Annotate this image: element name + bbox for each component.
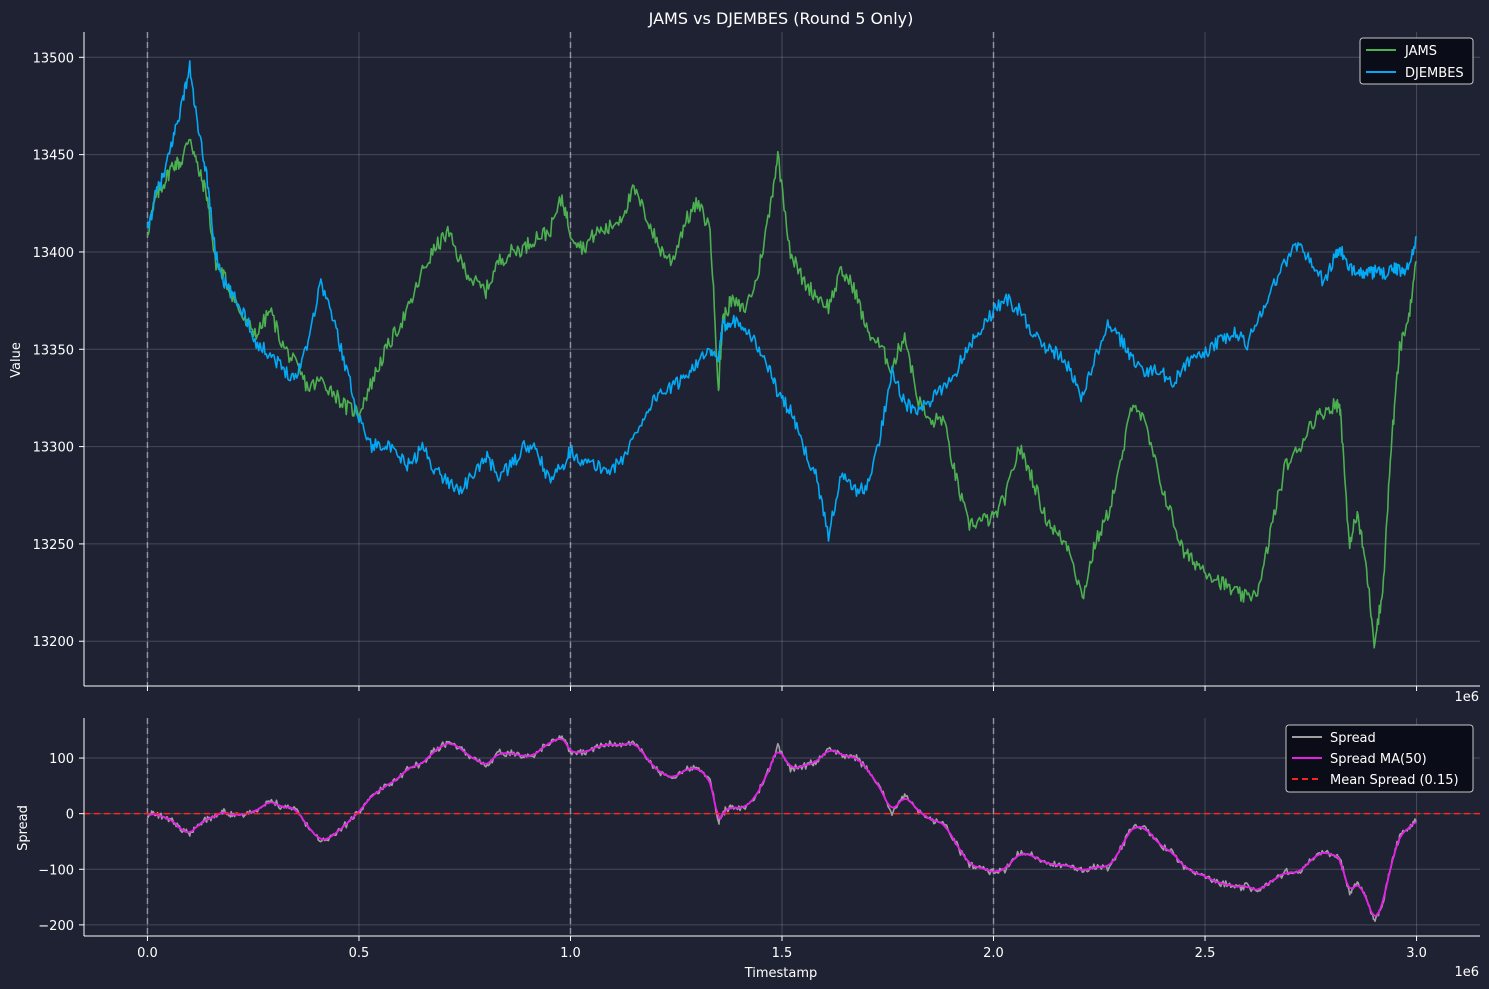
spread-x-label: Timestamp: [744, 966, 818, 981]
y-tick-label: 13250: [33, 538, 74, 553]
x-tick-label: 3.0: [1406, 946, 1427, 961]
legend-label-spread-ma: Spread MA(50): [1330, 752, 1427, 767]
legend-label-djembes: DJEMBES: [1405, 66, 1464, 81]
price-round-markers: [146, 32, 995, 686]
spread-x-offset: 1e6: [1454, 965, 1479, 980]
price-grid: [84, 32, 1480, 686]
price-y-label: Value: [9, 342, 24, 378]
x-tick-label: 0.0: [137, 946, 158, 961]
y-tick-label: 13450: [33, 149, 74, 164]
y-tick-label: −200: [38, 919, 74, 934]
price-x-offset: 1e6: [1454, 690, 1479, 705]
x-tick-label: 0.5: [349, 946, 370, 961]
price-legend: JAMS DJEMBES: [1359, 37, 1474, 85]
spread-series: [146, 735, 1418, 922]
series-line-jams: [146, 138, 1417, 649]
x-tick-label: 2.5: [1195, 946, 1216, 961]
price-x-ticks: [146, 686, 1418, 691]
x-tick-label: 2.0: [983, 946, 1004, 961]
y-tick-label: −100: [38, 863, 74, 878]
legend-label-mean-spread: Mean Spread (0.15): [1330, 773, 1459, 788]
y-tick-label: 100: [49, 752, 74, 767]
spread-panel: −200 −100 0 100 0.0 0.5 1.0 1.5 2.0 2.5 3.0 Sprea…: [16, 718, 1480, 981]
price-panel: 13200 13250 13300 13350 13400 13450 13500 JAMS…: [9, 9, 1480, 705]
y-tick-label: 0: [66, 808, 74, 823]
x-tick-label: 1.5: [772, 946, 793, 961]
spread-round-markers: [146, 718, 995, 936]
spread-y-ticks: −200 −100 0 100: [38, 752, 84, 934]
chart-title: JAMS vs DJEMBES (Round 5 Only): [648, 9, 914, 28]
price-series: [146, 60, 1418, 649]
legend-label-jams: JAMS: [1404, 44, 1437, 59]
legend-label-spread: Spread: [1330, 731, 1376, 746]
series-line-djembes: [146, 60, 1418, 542]
spread-legend: Spread Spread MA(50) Mean Spread (0.15): [1285, 724, 1474, 793]
spread-x-ticks: 0.0 0.5 1.0 1.5 2.0 2.5 3.0: [137, 936, 1427, 961]
y-tick-label: 13300: [33, 441, 74, 456]
y-tick-label: 13350: [33, 343, 74, 358]
y-tick-label: 13200: [33, 635, 74, 650]
price-y-ticks: 13200 13250 13300 13350 13400 13450 13500: [33, 51, 84, 650]
y-tick-label: 13400: [33, 246, 74, 261]
x-tick-label: 1.0: [560, 946, 581, 961]
spread-y-label: Spread: [16, 805, 31, 851]
y-tick-label: 13500: [33, 51, 74, 66]
series-line-spread-ma: [147, 738, 1418, 917]
